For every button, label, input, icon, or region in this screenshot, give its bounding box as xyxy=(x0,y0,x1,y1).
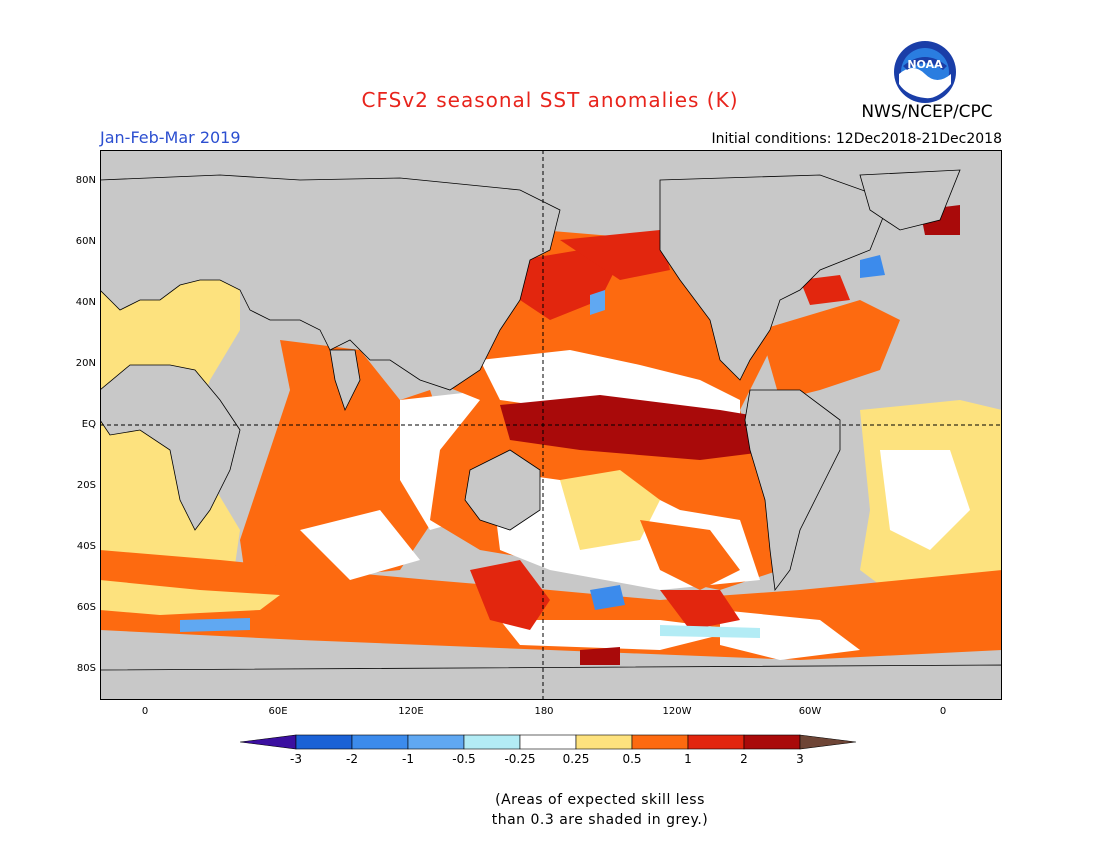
colorbar-box xyxy=(463,734,521,750)
lon-label: 120E xyxy=(398,706,424,717)
colorbar-tick-label: 3 xyxy=(796,752,804,766)
colorbar-tick-label: -3 xyxy=(290,752,302,766)
noaa-logo: NOAA xyxy=(894,41,956,103)
colorbar-box xyxy=(407,734,465,750)
lat-label: 80N xyxy=(75,175,96,186)
colorbar-box xyxy=(687,734,745,750)
lon-label: 60E xyxy=(268,706,288,717)
season-label: Jan-Feb-Mar 2019 xyxy=(100,128,241,147)
colorbar-box xyxy=(631,734,689,750)
colorbar-box xyxy=(519,734,577,750)
lon-label: 180 xyxy=(534,706,554,717)
lat-label: 80S xyxy=(76,663,96,674)
colorbar-upper-extend xyxy=(799,734,857,750)
lat-label: 20N xyxy=(75,358,96,369)
colorbar-box xyxy=(295,734,353,750)
lat-label: 60S xyxy=(76,602,96,613)
skill-note-line: than 0.3 are shaded in grey.) xyxy=(491,812,709,828)
skill-note-line: (Areas of expected skill less xyxy=(495,792,705,808)
colorbar-tick-label: -1 xyxy=(402,752,414,766)
colorbar-lower-extend xyxy=(240,734,297,750)
lat-label: 40S xyxy=(76,541,96,552)
sst-anomaly-map xyxy=(100,150,1002,700)
colorbar-tick-label: 0.5 xyxy=(622,752,642,766)
lat-label: 40N xyxy=(75,297,96,308)
agency-label: NWS/NCEP/CPC xyxy=(861,102,993,122)
svg-text:NOAA: NOAA xyxy=(907,58,943,71)
skill-note: (Areas of expected skill less than 0.3 a… xyxy=(420,790,780,830)
lat-label: 60N xyxy=(75,236,96,247)
lon-label: 60W xyxy=(798,706,822,717)
colorbar-tick-label: -0.25 xyxy=(504,752,536,766)
colorbar-box xyxy=(743,734,801,750)
colorbar-tick-label: -0.5 xyxy=(452,752,476,766)
colorbar-tick-label: -2 xyxy=(346,752,358,766)
colorbar-tick-label: 1 xyxy=(684,752,692,766)
colorbar-box xyxy=(351,734,409,750)
initial-conditions-label: Initial conditions: 12Dec2018-21Dec2018 xyxy=(711,131,1003,147)
lat-label: 20S xyxy=(76,480,96,491)
colorbar-tick-label: 0.25 xyxy=(562,752,590,766)
lon-label: 0 xyxy=(141,706,149,717)
lon-label: 120W xyxy=(662,706,692,717)
map-title: CFSv2 seasonal SST anomalies (K) xyxy=(361,88,739,112)
colorbar xyxy=(240,734,857,750)
lon-label: 0 xyxy=(939,706,947,717)
lat-label: EQ xyxy=(81,419,96,430)
continent-outlines xyxy=(100,169,1002,700)
colorbar-box xyxy=(575,734,633,750)
colorbar-tick-label: 2 xyxy=(740,752,748,766)
